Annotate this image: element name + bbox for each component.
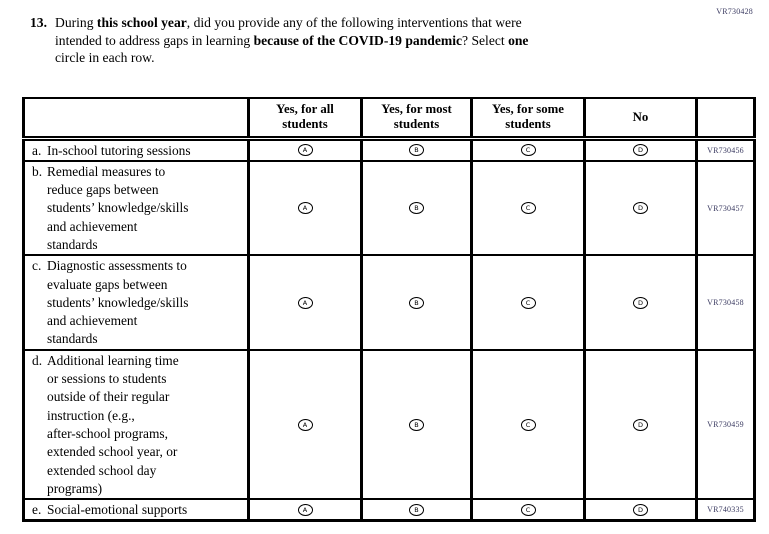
option-cell-c: C — [470, 159, 586, 257]
header-code-blank — [695, 97, 756, 141]
row-label: c. Diagnostic assessments to evaluate gap… — [22, 254, 250, 351]
question-text: During this school year, did you provide… — [55, 14, 528, 67]
response-circle-c[interactable]: C — [520, 296, 536, 309]
table-row: e. Social-emotional supports A B C D VR74… — [22, 498, 756, 522]
response-circle-b[interactable]: B — [409, 504, 424, 517]
response-circle-a[interactable]: A — [297, 418, 313, 431]
option-cell-b: B — [360, 498, 473, 522]
response-circle-d[interactable]: D — [633, 418, 648, 431]
question-number: 13. — [30, 15, 47, 30]
table-row: c. Diagnostic assessments to evaluate gap… — [22, 254, 756, 351]
response-circle-a[interactable]: A — [297, 296, 313, 309]
response-circle-c[interactable]: C — [520, 418, 536, 431]
option-cell-a: A — [247, 498, 363, 522]
response-circle-b[interactable]: B — [409, 202, 424, 215]
header-yes-most: Yes, for most students — [360, 97, 473, 141]
table-row: a. In-school tutoring sessions A B C D VR… — [22, 137, 756, 162]
option-cell-b: B — [360, 137, 473, 162]
table-row: b. Remedial measures to reduce gaps betwe… — [22, 159, 756, 257]
row-label: d. Additional learning time or sessions t… — [22, 348, 250, 501]
option-cell-b: B — [360, 159, 473, 257]
table-header-row: Yes, for all students Yes, for most stud… — [22, 97, 756, 141]
header-blank — [22, 97, 250, 141]
option-cell-c: C — [470, 348, 586, 501]
option-cell-c: C — [470, 498, 586, 522]
option-cell-b: B — [360, 348, 473, 501]
question-13: 13. During this school year, did you pro… — [30, 14, 730, 67]
response-circle-d[interactable]: D — [633, 504, 648, 517]
response-circle-b[interactable]: B — [409, 296, 424, 309]
option-cell-c: C — [470, 137, 586, 162]
option-cell-a: A — [247, 254, 363, 351]
response-circle-a[interactable]: A — [297, 144, 313, 157]
option-cell-d: D — [583, 159, 698, 257]
option-cell-a: A — [247, 137, 363, 162]
vr-code: VR730457 — [695, 159, 756, 257]
vr-code: VR730456 — [695, 137, 756, 162]
header-no: No — [583, 97, 698, 141]
page-code: VR730428 — [716, 7, 753, 16]
question-line-1: During this school year, did you provide… — [55, 15, 522, 30]
vr-code: VR740335 — [695, 498, 756, 522]
header-yes-some: Yes, for some students — [470, 97, 586, 141]
option-cell-c: C — [470, 254, 586, 351]
response-circle-d[interactable]: D — [633, 202, 648, 215]
header-yes-all: Yes, for all students — [247, 97, 363, 141]
response-circle-d[interactable]: D — [633, 144, 648, 157]
vr-code: VR730459 — [695, 348, 756, 501]
intervention-table: Yes, for all students Yes, for most stud… — [22, 97, 756, 523]
row-label: e. Social-emotional supports — [22, 498, 250, 522]
option-cell-a: A — [247, 348, 363, 501]
response-circle-c[interactable]: C — [520, 504, 536, 517]
response-circle-c[interactable]: C — [520, 202, 536, 215]
option-cell-d: D — [583, 498, 698, 522]
option-cell-d: D — [583, 254, 698, 351]
response-circle-b[interactable]: B — [409, 418, 424, 431]
response-circle-c[interactable]: C — [520, 144, 536, 157]
response-circle-d[interactable]: D — [633, 296, 648, 309]
option-cell-d: D — [583, 348, 698, 501]
row-label: b. Remedial measures to reduce gaps betwe… — [22, 159, 250, 257]
response-circle-a[interactable]: A — [297, 202, 313, 215]
option-cell-b: B — [360, 254, 473, 351]
response-circle-a[interactable]: A — [297, 504, 313, 517]
vr-code: VR730458 — [695, 254, 756, 351]
question-line-2: intended to address gaps in learning bec… — [55, 32, 529, 48]
option-cell-a: A — [247, 159, 363, 257]
option-cell-d: D — [583, 137, 698, 162]
response-circle-b[interactable]: B — [409, 144, 424, 157]
table-row: d. Additional learning time or sessions t… — [22, 348, 756, 501]
question-line-3: circle in each row. — [55, 50, 155, 66]
row-label: a. In-school tutoring sessions — [22, 137, 250, 162]
